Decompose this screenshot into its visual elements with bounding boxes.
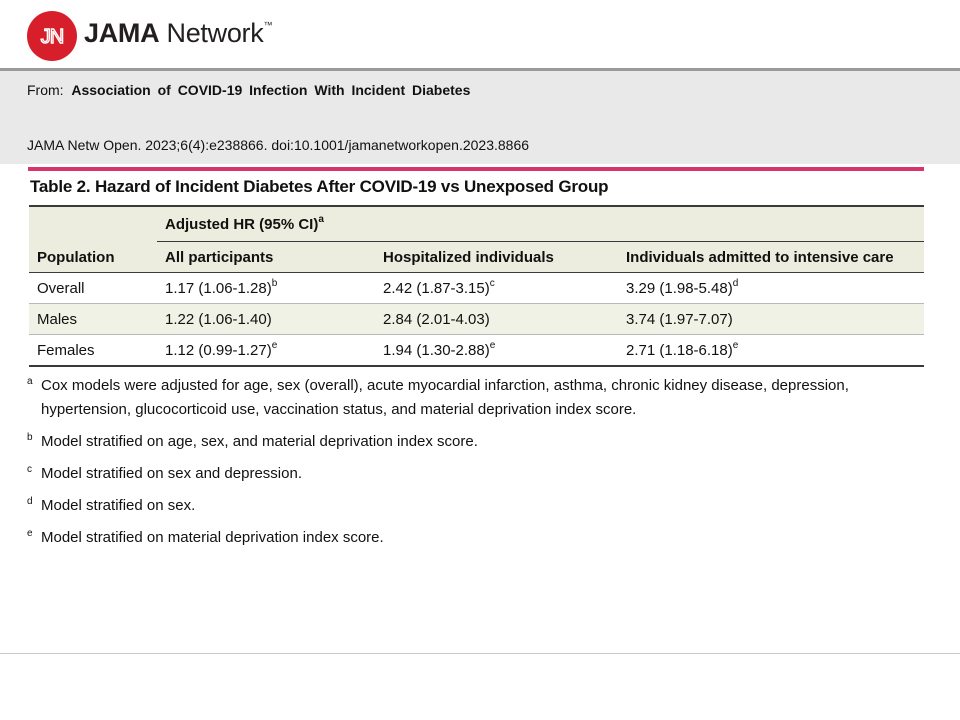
footnote-text-continued: hypertension, glucocorticoid use, vaccin… — [41, 401, 637, 418]
journal-reference: JAMA Netw Open. 2023;6(4):e238866. doi:1… — [27, 137, 530, 153]
table-row: Overall 1.17 (1.06-1.28)b 2.42 (1.87-3.1… — [29, 273, 924, 304]
cell-note: c — [489, 277, 495, 289]
footnote-mark: d — [27, 496, 33, 507]
column-header-population: Population — [29, 205, 157, 273]
from-label: From: — [27, 82, 64, 98]
cell-all-value: 1.17 (1.06-1.28) — [165, 279, 272, 297]
cell-note: e — [489, 339, 496, 351]
cell-population: Females — [37, 341, 95, 359]
footnote-text: Model stratified on age, sex, and materi… — [41, 433, 478, 450]
cell-note: b — [271, 277, 278, 289]
cell-all: 1.12 (0.99-1.27)e — [157, 335, 375, 367]
cell-note: d — [732, 277, 739, 289]
cell-hospitalized: 1.94 (1.30-2.88)e — [375, 335, 618, 367]
footnote-b: b Model stratified on age, sex, and mate… — [27, 430, 927, 454]
footnote-d: d Model stratified on sex. — [27, 494, 927, 518]
table-row: Males 1.22 (1.06-1.40) 2.84 (2.01-4.03) … — [29, 303, 924, 335]
footnote-a: a Cox models were adjusted for age, sex … — [27, 374, 927, 422]
footnote-text: Model stratified on sex. — [41, 497, 196, 514]
footnote-mark: e — [27, 528, 33, 539]
article-title: Association of COVID-19 Infection With I… — [71, 82, 471, 98]
jn-logo-icon: JN — [27, 11, 77, 61]
citation-panel: From: Association of COVID-19 Infection … — [0, 71, 960, 164]
cell-hospitalized-value: 2.84 (2.01-4.03) — [383, 310, 490, 328]
cell-hospitalized: 2.84 (2.01-4.03) — [375, 303, 618, 335]
cell-note: e — [732, 339, 739, 351]
cell-icu-value: 2.71 (1.18-6.18) — [626, 341, 733, 359]
table-accent-bar — [28, 167, 924, 171]
table-caption-text: Hazard of Incident Diabetes After COVID-… — [94, 177, 609, 196]
from-line: From: Association of COVID-19 Infection … — [27, 82, 470, 98]
cell-all: 1.17 (1.06-1.28)b — [157, 273, 375, 304]
footnote-text: Model stratified on sex and depression. — [41, 465, 302, 482]
footnote-mark: c — [27, 464, 32, 475]
footnote-mark: a — [27, 376, 33, 387]
cell-hospitalized-value: 1.94 (1.30-2.88) — [383, 341, 490, 359]
hazard-ratio-table: Population Adjusted HR (95% CI)a All par… — [29, 205, 924, 367]
column-header-icu: Individuals admitted to intensive care — [618, 241, 924, 273]
brand-trademark: ™ — [263, 20, 273, 30]
cell-icu: 3.29 (1.98-5.48)d — [618, 273, 924, 304]
cell-all-value: 1.12 (0.99-1.27) — [165, 341, 272, 359]
cell-all: 1.22 (1.06-1.40) — [157, 303, 375, 335]
cell-hospitalized-value: 2.42 (1.87-3.15) — [383, 279, 490, 297]
table-caption-label: Table 2. — [30, 177, 91, 196]
footer-divider — [0, 653, 960, 654]
table-row: Females 1.12 (0.99-1.27)e 1.94 (1.30-2.8… — [29, 335, 924, 367]
group-header-text: Adjusted HR (95% CI) — [165, 215, 319, 233]
cell-population: Overall — [37, 279, 85, 297]
cell-population: Males — [29, 303, 157, 335]
table-caption: Table 2. Hazard of Incident Diabetes Aft… — [30, 177, 609, 197]
cell-icu: 3.74 (1.97-7.07) — [618, 303, 924, 335]
footnote-text: Model stratified on material deprivation… — [41, 529, 384, 546]
table-footnotes: a Cox models were adjusted for age, sex … — [27, 374, 927, 550]
cell-all-value: 1.22 (1.06-1.40) — [165, 310, 272, 328]
logo-glyph: JN — [41, 26, 63, 48]
cell-hospitalized: 2.42 (1.87-3.15)c — [375, 273, 618, 304]
header-divider — [0, 68, 960, 71]
cell-note: e — [271, 339, 278, 351]
footnote-e: e Model stratified on material deprivati… — [27, 526, 927, 550]
column-header-hospitalized: Hospitalized individuals — [375, 241, 618, 273]
cell-icu-value: 3.74 (1.97-7.07) — [626, 310, 733, 328]
group-header: Adjusted HR (95% CI)a — [157, 205, 924, 242]
footnote-text: Cox models were adjusted for age, sex (o… — [41, 377, 849, 394]
footnote-c: c Model stratified on sex and depression… — [27, 462, 927, 486]
group-header-note: a — [318, 213, 324, 225]
column-header-all: All participants — [157, 241, 375, 273]
brand-rest: Network — [166, 18, 264, 48]
cell-icu-value: 3.29 (1.98-5.48) — [626, 279, 733, 297]
slide-header: JN JAMA Network™ — [0, 0, 960, 68]
brand-name: JAMA Network™ — [84, 18, 272, 49]
brand-bold: JAMA — [84, 18, 160, 48]
cell-icu: 2.71 (1.18-6.18)e — [618, 335, 924, 367]
footnote-mark: b — [27, 432, 33, 443]
